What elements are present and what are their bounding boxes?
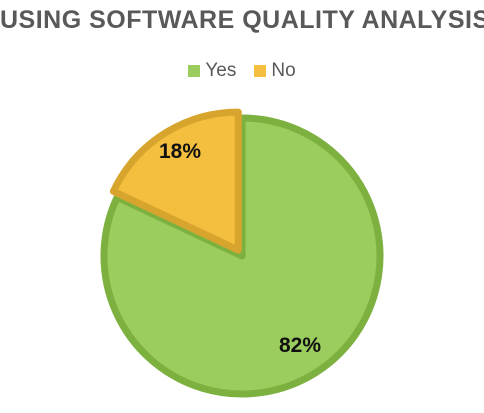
legend-item-no: No [254,60,296,82]
chart-title: USING SOFTWARE QUALITY ANALYSIS [0,6,484,34]
chart-legend: Yes No [0,60,484,82]
legend-item-yes: Yes [188,60,236,82]
pie-slice-no [109,108,242,254]
legend-label-no: No [271,60,296,81]
legend-label-yes: Yes [205,60,237,81]
pie-slice-yes [100,114,384,398]
legend-swatch-yes [188,65,201,77]
legend-swatch-no [254,65,267,77]
data-label-yes: 82% [279,334,321,357]
data-label-no: 18% [159,140,201,163]
